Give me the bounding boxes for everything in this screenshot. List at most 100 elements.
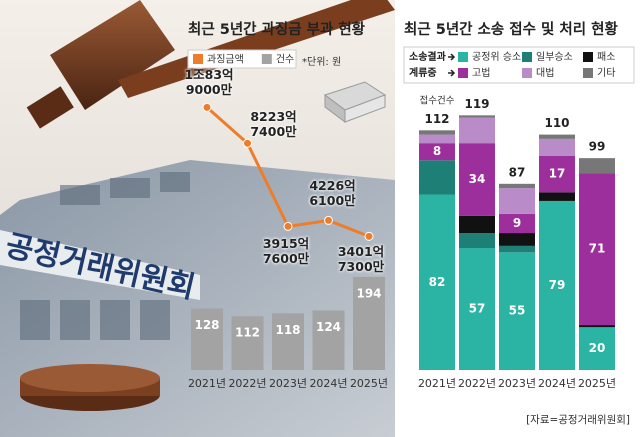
legend-arrow — [448, 69, 456, 77]
bar-segment — [499, 188, 535, 214]
bar-segment — [419, 194, 455, 370]
sign-board — [0, 230, 200, 300]
x-tick-label: 2023년 — [498, 377, 536, 390]
legend-swatch — [583, 52, 593, 62]
x-tick-label: 2025년 — [578, 377, 616, 390]
legend-swatch — [261, 54, 272, 64]
legend-swatch — [522, 52, 532, 62]
legend-swatch — [193, 54, 203, 64]
segment-label: 34 — [469, 172, 486, 186]
bar-segment — [539, 134, 575, 139]
bar-label: 118 — [275, 323, 300, 337]
bar-segment — [539, 156, 575, 193]
legend-label: 공정위 승소 — [472, 50, 521, 63]
line-point — [324, 215, 333, 225]
bar-segment — [579, 173, 615, 326]
total-label: 119 — [464, 97, 489, 111]
legend-swatch — [458, 68, 468, 78]
value-label: 3915억 7600만 — [262, 236, 310, 267]
building-windows — [20, 172, 190, 340]
bar-segment — [459, 248, 495, 370]
bar-segment — [419, 130, 455, 135]
legend-label: 과징금액 — [207, 54, 244, 66]
legend-swatch — [522, 68, 532, 78]
x-tick-label: 2021년 — [188, 377, 226, 390]
value-label: 3401억 7300만 — [337, 244, 385, 275]
legend-arrow — [448, 53, 456, 61]
bar-label: 124 — [316, 320, 341, 334]
legend-label: 고법 — [472, 67, 490, 79]
bar-segment — [459, 115, 495, 118]
line-point — [202, 102, 212, 112]
bar-label: 194 — [356, 286, 381, 300]
segment-label: 55 — [509, 304, 526, 318]
bar-segment — [499, 233, 535, 246]
bar-segment — [539, 138, 575, 156]
bar-segment — [499, 213, 535, 234]
total-label: 87 — [509, 165, 526, 179]
legend-group-label: 소송결과 — [409, 50, 447, 63]
chart-title: 최근 5년간 소송 접수 및 처리 현황 — [404, 20, 618, 38]
x-tick-label: 2024년 — [309, 377, 347, 390]
segment-label: 20 — [589, 341, 606, 355]
bar-segment — [579, 327, 615, 370]
bar-segment — [419, 160, 455, 195]
x-tick-label: 2023년 — [269, 377, 307, 390]
legend-box — [403, 46, 635, 84]
segment-label: 17 — [549, 167, 566, 181]
source: [자료=공정거래위원회] — [526, 413, 630, 426]
legend-label: 건수 — [276, 54, 294, 66]
bar-segment — [459, 143, 495, 216]
line-point — [364, 231, 374, 241]
legend-group-label: 계류중 — [409, 66, 437, 79]
bar-segment — [499, 183, 535, 189]
legend-swatch — [583, 68, 593, 78]
total-label: 99 — [589, 140, 606, 154]
line-point — [243, 138, 252, 148]
value-label: 8223억 7400만 — [250, 109, 297, 140]
value-label: 1조83억 9000만 — [184, 67, 234, 98]
legend-label: 대법 — [536, 67, 554, 79]
legend-swatch — [458, 52, 468, 62]
x-tick-label: 2022년 — [458, 377, 496, 390]
segment-label: 71 — [589, 242, 606, 256]
legend-label: 기타 — [597, 67, 615, 79]
chart-title: 최근 5년간 과징금 부과 현황 — [188, 20, 366, 38]
bar-segment — [499, 252, 535, 370]
x-tick-label: 2024년 — [538, 377, 576, 390]
bar-segment — [579, 158, 615, 174]
x-tick-label: 2025년 — [350, 377, 388, 390]
gavel — [20, 0, 395, 411]
bar — [231, 316, 264, 370]
line-point — [283, 221, 293, 231]
bar — [312, 310, 345, 370]
bar-segment — [499, 245, 535, 253]
bar-segment — [459, 233, 495, 249]
bar-label: 112 — [235, 326, 260, 340]
bar-segment — [579, 325, 615, 328]
bar-segment — [459, 215, 495, 234]
segment-label: 9 — [513, 216, 521, 230]
x-tick-label: 2021년 — [418, 377, 456, 390]
total-label: 110 — [544, 116, 569, 130]
bar-segment — [539, 200, 575, 370]
total-caption: 접수건수 — [420, 95, 455, 107]
segment-label: 82 — [429, 275, 446, 289]
total-label: 112 — [424, 112, 449, 126]
money-icon — [323, 81, 387, 123]
bar — [191, 308, 223, 370]
bar — [353, 276, 385, 370]
bar-segment — [539, 192, 575, 201]
unit-note: *단위: 원 — [302, 55, 341, 68]
bar-label: 128 — [194, 318, 219, 332]
legend-label: 일부승소 — [536, 51, 573, 63]
segment-label: 79 — [549, 278, 566, 292]
legend-label: 패소 — [597, 51, 615, 63]
value-label: 4226억 6100만 — [309, 178, 356, 209]
bar-segment — [459, 117, 495, 144]
x-tick-label: 2022년 — [228, 377, 266, 390]
segment-label: 8 — [433, 144, 441, 158]
bar-segment — [419, 143, 455, 161]
